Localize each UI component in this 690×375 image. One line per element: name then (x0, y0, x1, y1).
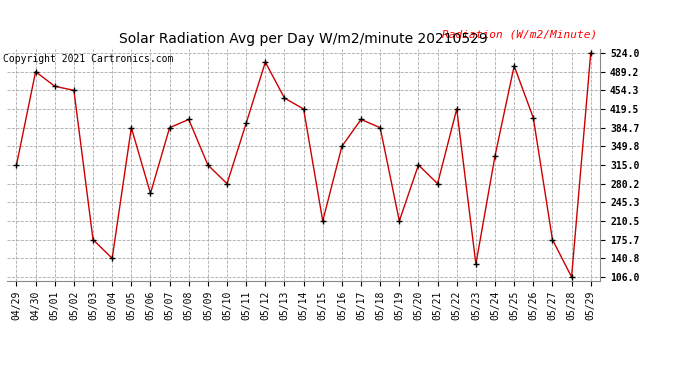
Title: Solar Radiation Avg per Day W/m2/minute 20210529: Solar Radiation Avg per Day W/m2/minute … (119, 32, 488, 46)
Text: Radiation (W/m2/Minute): Radiation (W/m2/Minute) (442, 30, 598, 39)
Text: Copyright 2021 Cartronics.com: Copyright 2021 Cartronics.com (3, 54, 174, 64)
